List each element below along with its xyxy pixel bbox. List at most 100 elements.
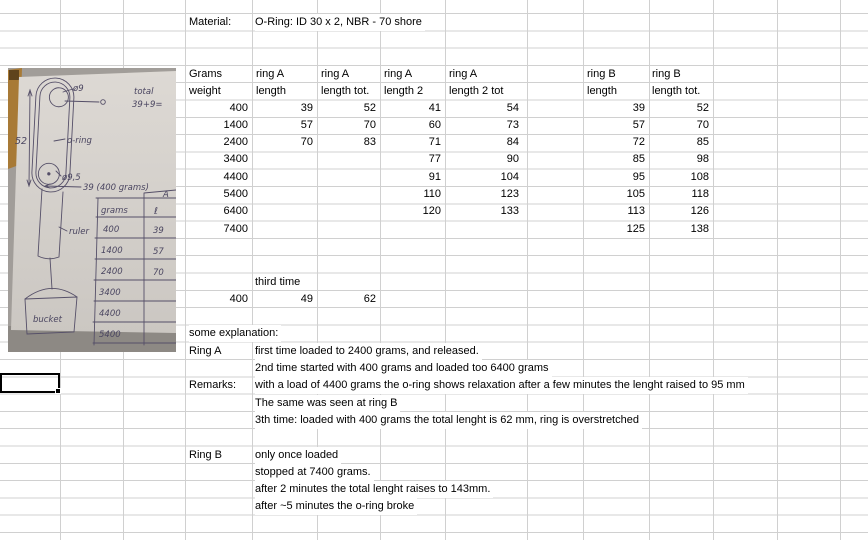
cell-ring-a-lengthtot[interactable]: [317, 151, 376, 168]
remarks-line-1[interactable]: with a load of 4400 grams the o-ring sho…: [255, 377, 748, 395]
cell-ring-b-lengthtot[interactable]: 108: [690, 170, 709, 183]
cell-ring-b-lengthtot[interactable]: 138: [690, 222, 709, 235]
third-time-label-cell[interactable]: third time: [255, 275, 301, 288]
header-grams-2[interactable]: weight: [189, 85, 221, 98]
cell-grams[interactable]: 4400: [223, 170, 248, 183]
cell-ring-b-length[interactable]: 72: [632, 136, 645, 149]
cell-ring-b-length[interactable]: 113: [627, 205, 645, 218]
cell-third-grams[interactable]: 400: [229, 292, 248, 305]
header-ring-a-lengthtot-2[interactable]: length tot.: [321, 85, 370, 98]
cell-ring-a-lengthtot[interactable]: 70: [363, 118, 376, 131]
cell-ring-b-length[interactable]: 85: [632, 153, 645, 166]
cell-ring-a-length2tot[interactable]: 104: [500, 170, 519, 183]
header-ring-b-length-1[interactable]: ring B: [587, 68, 616, 80]
cell-grams[interactable]: 400: [229, 101, 248, 114]
cell-ring-a-lengthtot[interactable]: [317, 221, 376, 238]
cell-ring-a-length2tot[interactable]: 73: [506, 118, 519, 131]
cell-grams[interactable]: 2400: [223, 136, 248, 149]
ring-b-line-1[interactable]: only once loaded: [255, 446, 342, 464]
cell-ring-a-length2[interactable]: 120: [422, 205, 441, 218]
remarks-label-cell[interactable]: Remarks:: [189, 379, 237, 392]
header-ring-a-lengthtot-1[interactable]: ring A: [321, 68, 350, 80]
cell-ring-a-length[interactable]: 39: [300, 101, 313, 114]
remarks-line-3[interactable]: 3th time: loaded with 400 grams the tota…: [255, 411, 642, 429]
cell-ring-a-length2[interactable]: 41: [428, 101, 441, 114]
cell-ring-b-length[interactable]: 39: [632, 101, 645, 114]
cell-ring-a-lengthtot[interactable]: 52: [363, 101, 376, 114]
cell-ring-b-lengthtot[interactable]: 118: [691, 187, 709, 200]
cell-ring-a-length[interactable]: [252, 186, 313, 203]
table-row: 1400 57 70 60 73 57 70: [185, 117, 730, 134]
header-grams-1[interactable]: Grams: [189, 68, 222, 80]
header-ring-a-length-1[interactable]: ring A: [256, 68, 285, 80]
header-ring-a-length2tot-2[interactable]: length 2 tot: [449, 85, 504, 98]
header-ring-b-lengthtot-1[interactable]: ring B: [652, 68, 681, 80]
header-ring-a-length2tot-1[interactable]: ring A: [449, 68, 478, 80]
material-label-cell[interactable]: Material:: [189, 16, 232, 28]
cell-third-lengthtot[interactable]: 62: [363, 292, 376, 305]
ring-a-line-2[interactable]: 2nd time started with 400 grams and load…: [255, 360, 552, 377]
cell-ring-b-lengthtot[interactable]: 70: [696, 118, 709, 131]
grid-vertical-line: [583, 0, 584, 540]
sketch-cell: 39: [153, 226, 164, 236]
header-ring-b-lengthtot-2[interactable]: length tot.: [652, 85, 701, 98]
sketch-cell: 1400: [101, 246, 123, 256]
cell-ring-b-lengthtot[interactable]: 85: [696, 136, 709, 149]
cell-ring-a-length2[interactable]: [380, 221, 441, 238]
ring-b-line-4[interactable]: after ~5 minutes the o-ring broke: [255, 498, 418, 516]
cell-grams[interactable]: 3400: [223, 153, 248, 166]
cell-grams[interactable]: 1400: [223, 118, 248, 131]
cell-ring-a-length2tot[interactable]: 133: [500, 205, 519, 218]
cell-ring-b-lengthtot[interactable]: 126: [690, 205, 709, 218]
cell-ring-b-lengthtot[interactable]: 52: [696, 101, 709, 114]
cell-ring-b-length[interactable]: 57: [632, 118, 645, 131]
grid-vertical-line: [380, 0, 381, 540]
ring-a-label-cell[interactable]: Ring A: [189, 344, 222, 357]
cell-ring-a-length2tot[interactable]: 54: [506, 101, 519, 114]
cell-ring-b-length[interactable]: 95: [632, 170, 645, 183]
explanation-title-cell[interactable]: some explanation:: [189, 325, 282, 343]
header-ring-a-length-2[interactable]: length: [256, 85, 286, 98]
cell-ring-a-length[interactable]: [252, 203, 313, 220]
cell-ring-a-length2tot[interactable]: 84: [506, 136, 519, 149]
remarks-line-2[interactable]: The same was seen at ring B: [255, 394, 401, 412]
ring-b-label-cell[interactable]: Ring B: [189, 448, 223, 461]
sketch-cell: 4400: [99, 309, 121, 319]
cell-ring-b-length[interactable]: 105: [626, 187, 645, 200]
cell-ring-a-lengthtot[interactable]: [317, 169, 376, 186]
header-ring-b-length-2[interactable]: length: [587, 85, 617, 98]
header-ring-a-length2-1[interactable]: ring A: [384, 68, 413, 80]
cell-ring-a-length2[interactable]: 60: [428, 118, 441, 131]
cell-ring-a-length[interactable]: [252, 151, 313, 168]
cell-cursor[interactable]: [0, 373, 61, 394]
cell-ring-a-lengthtot[interactable]: [317, 186, 376, 203]
cell-ring-b-length[interactable]: 125: [626, 222, 645, 235]
cell-grams[interactable]: 7400: [223, 222, 248, 235]
cell-ring-a-length[interactable]: 57: [300, 118, 313, 131]
grid-vertical-line: [649, 0, 650, 540]
cell-ring-a-length2tot[interactable]: 90: [506, 153, 519, 166]
cell-third-length[interactable]: 49: [300, 292, 313, 305]
header-ring-a-length2-2[interactable]: length 2: [384, 85, 424, 98]
cell-ring-b-lengthtot[interactable]: 98: [696, 153, 709, 166]
cell-ring-a-length2tot[interactable]: [445, 221, 519, 238]
material-value-cell[interactable]: O-Ring: ID 30 x 2, NBR - 70 shore: [255, 14, 425, 31]
cell-ring-a-length2[interactable]: 91: [428, 170, 441, 183]
cell-grams[interactable]: 6400: [223, 205, 248, 218]
cell-ring-a-length2[interactable]: 71: [428, 136, 441, 149]
ring-a-line-1[interactable]: first time loaded to 2400 grams, and rel…: [255, 342, 482, 360]
cell-ring-a-length[interactable]: [252, 169, 313, 186]
photo-oring-sketch[interactable]: ø9 52 o-ring ø9,5 39 (400 grams) total 3…: [8, 68, 176, 352]
grid-vertical-line: [317, 0, 318, 540]
ring-b-line-3[interactable]: after 2 minutes the total lenght raises …: [255, 481, 494, 499]
cell-ring-a-length[interactable]: [252, 221, 313, 238]
cell-ring-a-lengthtot[interactable]: [317, 203, 376, 220]
ring-b-line-2[interactable]: stopped at 7400 grams.: [255, 463, 374, 481]
cell-ring-a-length2tot[interactable]: 123: [500, 187, 519, 200]
cell-ring-a-length2[interactable]: 110: [423, 187, 441, 200]
fill-handle[interactable]: [55, 388, 61, 394]
cell-ring-a-lengthtot[interactable]: 83: [363, 136, 376, 149]
cell-ring-a-length[interactable]: 70: [300, 136, 313, 149]
cell-ring-a-length2[interactable]: 77: [428, 153, 441, 166]
cell-grams[interactable]: 5400: [223, 187, 248, 200]
